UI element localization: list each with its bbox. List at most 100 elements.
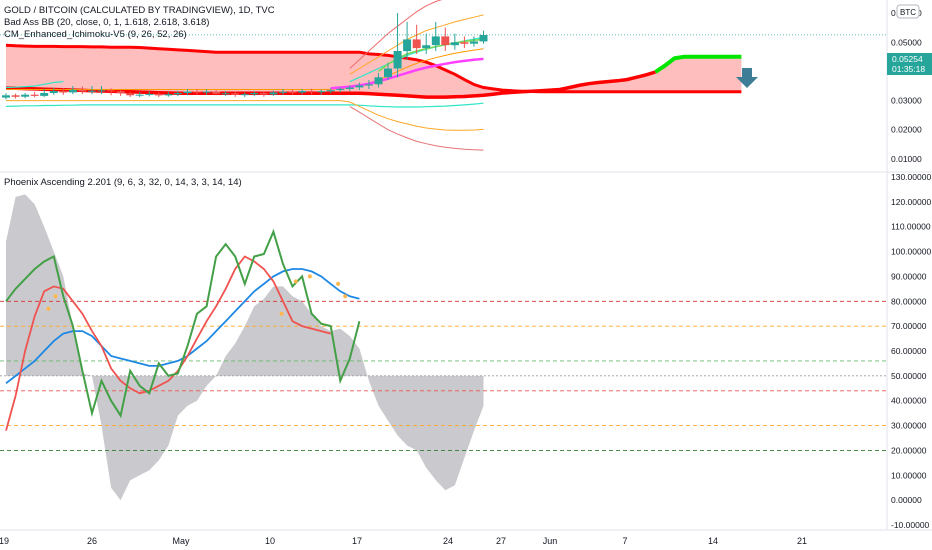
candle-body: [384, 68, 392, 78]
candle-body: [11, 95, 20, 97]
candle-body: [412, 39, 421, 49]
oscillator-tick-label: 80.00000: [891, 296, 927, 306]
candle-body: [30, 94, 39, 96]
time-tick-label: 17: [352, 536, 362, 546]
candle-body: [470, 41, 478, 44]
candle-body: [145, 93, 154, 95]
phoenix-indicator-legend[interactable]: Phoenix Ascending 2.201 (9, 6, 3, 32, 0,…: [4, 177, 242, 188]
signal-dot: [336, 281, 341, 286]
cloud-top-line: [5, 43, 742, 94]
time-tick-label: 14: [708, 536, 718, 546]
candle-body: [154, 93, 163, 96]
oscillator-pane[interactable]: [0, 194, 887, 501]
oscillator-tick-label: 130.00000: [891, 172, 931, 182]
candle-body: [307, 91, 316, 93]
candle-body: [326, 90, 335, 92]
candle-body: [240, 94, 249, 96]
candle-body: [355, 85, 364, 88]
time-tick-label: 7: [622, 536, 627, 546]
price-tick-label: 0.03000: [891, 96, 922, 106]
currency-tag[interactable]: BTC: [896, 4, 920, 19]
oscillator-tick-label: 30.00000: [891, 421, 927, 431]
bb-line-bb-lower3: [349, 105, 484, 151]
bb-line-bb-upper3: [349, 0, 443, 69]
candle-body: [116, 91, 125, 94]
bb-indicator-legend[interactable]: Bad Ass BB (20, close, 0, 1, 1.618, 2.61…: [4, 17, 210, 28]
candle-body: [422, 45, 431, 49]
bb-line-bb-mid: [6, 48, 484, 90]
signal-dot: [307, 274, 312, 279]
price-badge: 0.05254 01:35:18: [887, 53, 932, 75]
candle-body: [202, 91, 211, 93]
candle-body: [364, 84, 373, 86]
candle-body: [107, 90, 116, 92]
candle-body: [126, 93, 135, 96]
candle-body: [193, 91, 201, 93]
time-tick-label: May: [172, 536, 190, 546]
price-tick-label: 0.02000: [891, 125, 922, 135]
candle-body: [450, 42, 459, 46]
down-arrow-icon: [736, 68, 758, 88]
signal-dot: [279, 311, 284, 316]
oscillator-tick-label: 50.00000: [891, 371, 927, 381]
candle-body: [403, 39, 412, 52]
candle-body: [173, 93, 182, 95]
price-tick-label: 0.05000: [891, 37, 922, 47]
candle-body: [164, 94, 173, 96]
time-tick-label: 27: [496, 536, 506, 546]
chart-title: GOLD / BITCOIN (CALCULATED BY TRADINGVIE…: [4, 5, 275, 16]
candle-body: [374, 77, 383, 85]
price-pane[interactable]: [0, 0, 887, 151]
candle-body: [135, 94, 144, 96]
candle-body: [288, 91, 297, 93]
ichimoku-indicator-legend[interactable]: CM_Enhanced_Ichimoku-V5 (9, 26, 52, 26): [4, 29, 187, 40]
oscillator-tick-label: 70.00000: [891, 321, 927, 331]
candle-body: [78, 89, 87, 92]
candle-body: [393, 51, 402, 69]
oscillator-tick-label: 10.00000: [891, 470, 927, 480]
oscillator-area: [6, 194, 484, 501]
bb-line-bb-lower1: [5, 102, 484, 108]
candle-body: [21, 94, 30, 97]
red-series-line: [5, 255, 331, 431]
candle-body: [298, 91, 307, 93]
oscillator-tick-label: 20.00000: [891, 445, 927, 455]
candle-body: [231, 93, 240, 95]
candle-body: [345, 87, 354, 89]
candle-body: [212, 91, 221, 94]
candle-body: [49, 91, 58, 93]
oscillator-tick-label: 40.00000: [891, 396, 927, 406]
candle-body: [441, 36, 450, 46]
candle-body: [317, 91, 326, 93]
time-tick-label: Jun: [543, 536, 558, 546]
candle-body: [97, 90, 106, 92]
candle-body: [259, 93, 268, 95]
signal-dot: [293, 279, 298, 284]
countdown-badge-value: 01:35:18: [892, 64, 925, 74]
candle-body: [2, 95, 10, 98]
candle-body: [250, 93, 259, 95]
candle-body: [40, 93, 49, 96]
oscillator-tick-label: 120.00000: [891, 197, 931, 207]
candle-body: [336, 88, 345, 91]
candle-body: [279, 91, 287, 93]
signal-dot: [53, 294, 58, 299]
candle-body: [221, 93, 230, 95]
oscillator-tick-label: 100.00000: [891, 247, 931, 257]
time-tick-label: 26: [87, 536, 97, 546]
candle-body: [88, 90, 96, 92]
candle-body: [479, 35, 488, 42]
candle-body: [460, 42, 469, 44]
candle-body: [183, 91, 192, 93]
price-badge-value: 0.05254: [892, 54, 923, 64]
candle-body: [59, 91, 68, 93]
oscillator-tick-label: 0.00000: [891, 495, 922, 505]
oscillator-tick-label: -10.00000: [891, 520, 930, 530]
cloud-bottom-line-green: [654, 54, 742, 74]
time-tick-label: 24: [443, 536, 453, 546]
time-tick-label: 19: [0, 536, 9, 546]
candle-body: [68, 89, 77, 93]
green-series-line: [5, 228, 361, 419]
